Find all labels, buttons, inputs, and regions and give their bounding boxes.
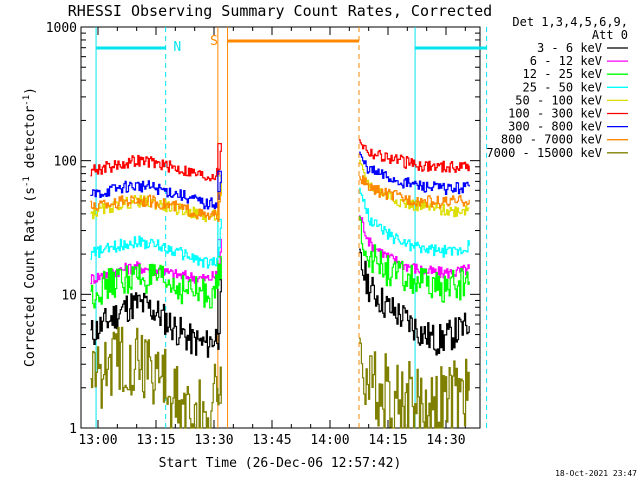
series-line	[90, 192, 222, 222]
series-line	[359, 248, 470, 356]
y-axis-label-sup2: -1	[22, 95, 32, 106]
series-line	[359, 151, 470, 195]
y-tick-label: 1	[69, 422, 77, 437]
x-tick-label: 13:15	[136, 433, 175, 448]
series-line	[359, 215, 470, 279]
legend-entry-label: 300 - 800 keV	[508, 120, 602, 134]
x-tick-label: 14:30	[426, 433, 465, 448]
y-axis-label-part1: Corrected Count Rate (s	[23, 187, 38, 367]
series-line	[359, 175, 470, 209]
series-layer	[90, 139, 470, 429]
series-line	[90, 256, 222, 309]
legend-entry-label: 25 - 50 keV	[523, 80, 602, 94]
legend-entry-label: 12 - 25 keV	[523, 67, 602, 81]
legend-entry-label: 3 - 6 keV	[537, 41, 602, 55]
series-line	[90, 326, 222, 429]
series-line	[359, 187, 470, 258]
series-line	[90, 238, 222, 285]
y-tick-label: 10	[61, 288, 77, 303]
y-axis-label-sup1: -1	[22, 176, 32, 187]
x-tick-label: 14:15	[368, 433, 407, 448]
axis-layer: 13:00 13:15 13:30 13:45 14:00 14:15 14:30 1 10 10…	[46, 21, 481, 448]
series-line	[359, 216, 470, 303]
x-tick-label: 13:00	[78, 433, 117, 448]
y-tick-label: 1000	[46, 21, 77, 36]
legend-entry-label: 800 - 7000 keV	[501, 133, 602, 147]
y-tick-label: 100	[54, 155, 77, 170]
series-line	[90, 218, 222, 269]
y-axis-label-part3: )	[23, 87, 38, 95]
series-line	[359, 139, 470, 173]
legend-attenuator: Att 0	[592, 28, 628, 42]
saa-label: S	[210, 34, 218, 49]
render-timestamp: 18-Oct-2021 23:47	[555, 469, 637, 478]
x-tick-label: 14:00	[310, 433, 349, 448]
chart-title: RHESSI Observing Summary Count Rates, Co…	[68, 2, 492, 20]
x-axis-label: Start Time (26-Dec-06 12:57:42)	[159, 456, 402, 471]
y-axis-label-part2: detector	[23, 106, 38, 177]
x-tick-label: 13:30	[194, 433, 233, 448]
legend-detectors: Det 1,3,4,5,6,9,	[512, 15, 628, 29]
legend-entry-label: 6 - 12 keV	[530, 54, 602, 68]
x-tick-label: 13:45	[252, 433, 291, 448]
series-line	[90, 279, 222, 358]
legend-entry-label: 50 - 100 keV	[515, 93, 602, 107]
y-axis-label: Corrected Count Rate (s-1 detector-1)	[22, 87, 38, 367]
legend-entry-label: 100 - 300 keV	[508, 107, 602, 121]
legend-entry-label: 7000 - 15000 keV	[486, 146, 602, 160]
series-line	[90, 170, 222, 210]
plot-frame	[80, 26, 481, 429]
night-label: N	[173, 40, 181, 55]
series-line	[90, 143, 222, 182]
series-line	[359, 337, 470, 429]
